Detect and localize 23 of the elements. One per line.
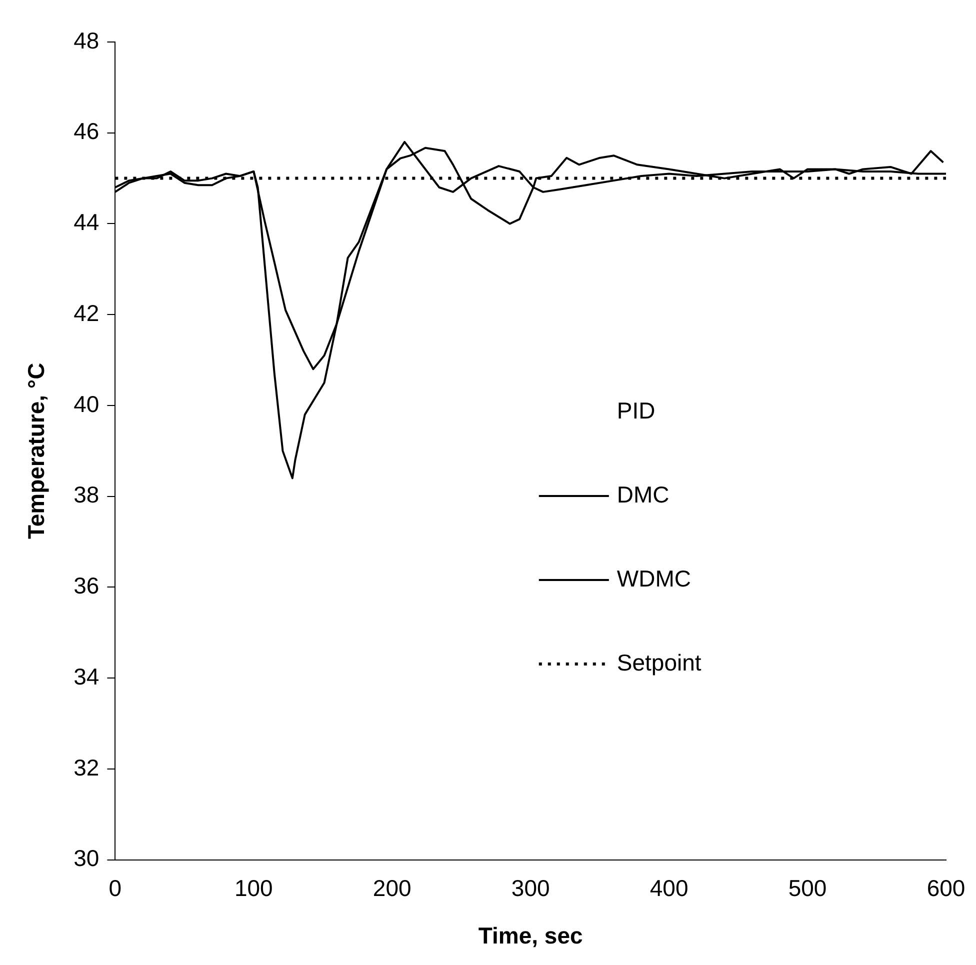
legend-label: WDMC (616, 565, 691, 592)
y-tick-label: 32 (74, 754, 100, 780)
legend-title: PID (616, 397, 656, 424)
legend-label: Setpoint (616, 649, 702, 676)
x-tick-label: 600 (926, 874, 966, 901)
x-tick-label: 500 (788, 874, 827, 901)
y-tick-label: 30 (74, 845, 100, 872)
y-tick-label: 42 (74, 300, 100, 326)
x-tick-label: 200 (372, 874, 412, 901)
y-tick-label: 38 (74, 482, 100, 508)
legend-label: DMC (616, 481, 670, 508)
x-tick-label: 400 (650, 874, 688, 901)
y-tick-label: 40 (74, 390, 100, 417)
y-axis-title: Temperature, °C (23, 362, 50, 540)
x-tick-label: 100 (234, 874, 273, 901)
y-tick-label: 46 (74, 118, 100, 144)
y-tick-label: 44 (74, 209, 100, 236)
x-tick-label: 300 (511, 874, 550, 901)
y-tick-label: 36 (74, 572, 100, 599)
x-axis-title: Time, sec (478, 922, 584, 949)
y-tick-label: 48 (74, 27, 100, 54)
y-tick-label: 34 (74, 663, 100, 690)
x-tick-label: 0 (108, 874, 122, 901)
